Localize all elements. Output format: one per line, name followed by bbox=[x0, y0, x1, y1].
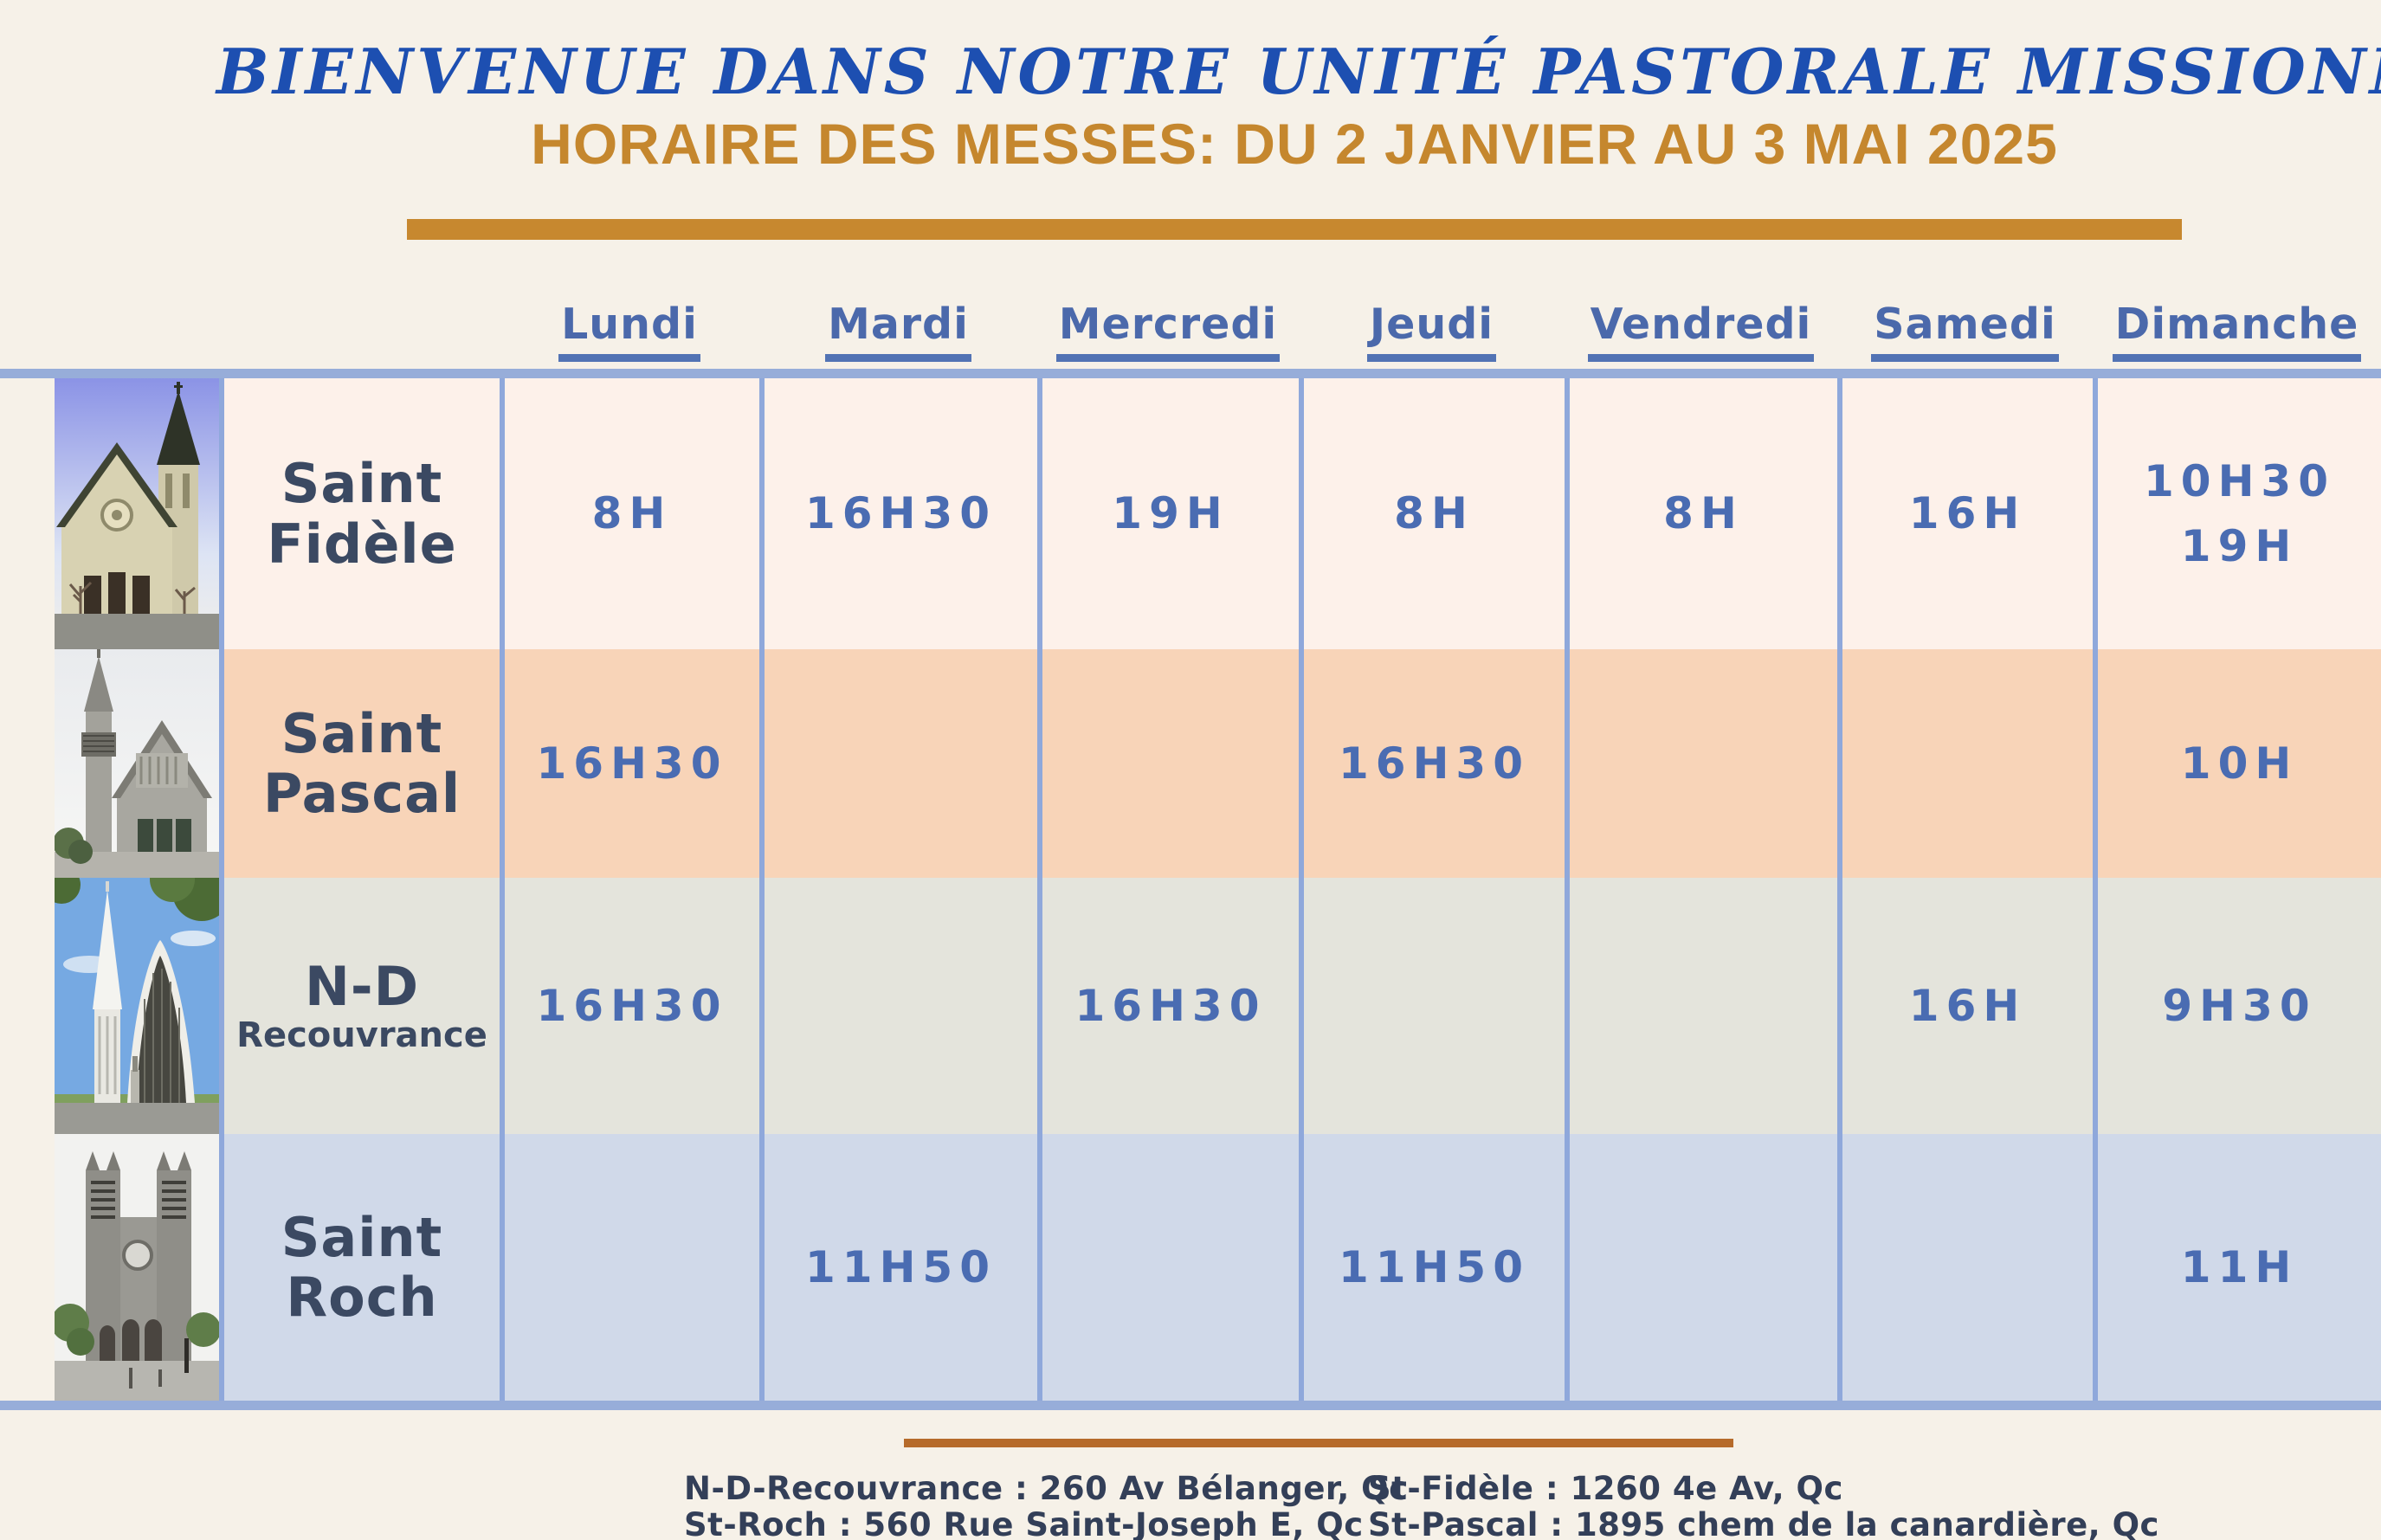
time-cell-fidele-dimanche: 10H30 19H bbox=[2093, 378, 2381, 649]
time-cell-nd-jeudi bbox=[1299, 878, 1565, 1134]
day-header-lundi: Lundi bbox=[500, 286, 759, 369]
time-cell-pascal-lundi: 16H30 bbox=[500, 649, 759, 878]
church-name-cell-nd-recouvrance: N-D Recouvrance bbox=[219, 878, 500, 1134]
time-cell-roch-samedi bbox=[1837, 1134, 2093, 1401]
time-cell-nd-mardi bbox=[759, 878, 1037, 1134]
church-photo-saint-pascal-illustration bbox=[55, 649, 219, 878]
address-st-pascal: St-Pascal : 1895 chem de la canardière, … bbox=[1368, 1506, 2159, 1540]
day-header-samedi: Samedi bbox=[1837, 286, 2093, 369]
footer-divider-rule bbox=[904, 1439, 1733, 1447]
day-label: Dimanche bbox=[2112, 300, 2362, 362]
schedule-table: Saint Fidèle 8H 16H30 19H 8H 8H 16H 10H3… bbox=[0, 378, 2381, 1401]
day-header-vendredi: Vendredi bbox=[1565, 286, 1837, 369]
church-name: Saint Pascal bbox=[262, 701, 461, 825]
time-cell-fidele-mercredi: 19H bbox=[1037, 378, 1299, 649]
time-cell-nd-lundi: 16H30 bbox=[500, 878, 759, 1134]
church-photo-saint-fidele bbox=[55, 378, 219, 649]
time-cell-pascal-vendredi bbox=[1565, 649, 1837, 878]
time-cell-fidele-jeudi: 8H bbox=[1299, 378, 1565, 649]
welcome-title: BIENVENUE DANS NOTRE UNITÉ PASTORALE MIS… bbox=[216, 35, 2381, 108]
day-header-mardi: Mardi bbox=[759, 286, 1037, 369]
church-name: Saint Roch bbox=[281, 1205, 443, 1329]
time-cell-pascal-jeudi: 16H30 bbox=[1299, 649, 1565, 878]
time-cell-fidele-vendredi: 8H bbox=[1565, 378, 1837, 649]
church-name: N-D Recouvrance bbox=[236, 954, 487, 1056]
church-photo-saint-roch bbox=[55, 1134, 219, 1401]
church-photo-nd-recouvrance bbox=[55, 878, 219, 1134]
day-header-jeudi: Jeudi bbox=[1299, 286, 1565, 369]
church-photo-saint-roch-illustration bbox=[55, 1134, 219, 1401]
time-cell-roch-jeudi: 11H50 bbox=[1299, 1134, 1565, 1401]
church-name-cell-saint-fidele: Saint Fidèle bbox=[219, 378, 500, 649]
time-cell-roch-dimanche: 11H bbox=[2093, 1134, 2381, 1401]
time-cell-pascal-mercredi bbox=[1037, 649, 1299, 878]
church-name-cell-saint-roch: Saint Roch bbox=[219, 1134, 500, 1401]
time-cell-nd-dimanche: 9H30 bbox=[2093, 878, 2381, 1134]
time-cell-roch-vendredi bbox=[1565, 1134, 1837, 1401]
church-name: Saint Fidèle bbox=[267, 452, 457, 576]
church-photo-saint-fidele-illustration bbox=[55, 378, 219, 649]
address-st-roch: St-Roch : 560 Rue Saint-Joseph E, Qc bbox=[684, 1506, 1364, 1540]
schedule-title: HORAIRE DES MESSES: DU 2 JANVIER AU 3 MA… bbox=[531, 112, 2058, 176]
table-bottom-border bbox=[0, 1401, 2381, 1410]
time-cell-roch-mardi: 11H50 bbox=[759, 1134, 1037, 1401]
time-cell-nd-vendredi bbox=[1565, 878, 1837, 1134]
time-cell-fidele-mardi: 16H30 bbox=[759, 378, 1037, 649]
time-cell-roch-mercredi bbox=[1037, 1134, 1299, 1401]
day-label: Jeudi bbox=[1366, 300, 1497, 362]
time-cell-fidele-lundi: 8H bbox=[500, 378, 759, 649]
time-cell-pascal-samedi bbox=[1837, 649, 2093, 878]
time-cell-nd-samedi: 16H bbox=[1837, 878, 2093, 1134]
church-photo-saint-pascal bbox=[55, 649, 219, 878]
day-label: Lundi bbox=[558, 300, 700, 362]
church-name-cell-saint-pascal: Saint Pascal bbox=[219, 649, 500, 878]
day-header-dimanche: Dimanche bbox=[2093, 286, 2381, 369]
day-label: Samedi bbox=[1871, 300, 2059, 362]
table-top-border bbox=[0, 369, 2381, 378]
day-label: Mercredi bbox=[1055, 300, 1281, 362]
day-header-row: Lundi Mardi Mercredi Jeudi Vendredi Same… bbox=[0, 286, 2381, 369]
time-cell-pascal-mardi bbox=[759, 649, 1037, 878]
gold-divider-bar bbox=[407, 219, 2182, 240]
address-nd-recouvrance: N-D-Recouvrance : 260 Av Bélanger, Qc bbox=[684, 1470, 1409, 1507]
day-header-mercredi: Mercredi bbox=[1037, 286, 1299, 369]
day-label: Vendredi bbox=[1587, 300, 1815, 362]
time-cell-roch-lundi bbox=[500, 1134, 759, 1401]
time-cell-pascal-dimanche: 10H bbox=[2093, 649, 2381, 878]
day-label: Mardi bbox=[825, 300, 971, 362]
address-st-fidele: St-Fidèle : 1260 4e Av, Qc bbox=[1368, 1470, 1843, 1507]
church-photo-nd-recouvrance-illustration bbox=[55, 878, 219, 1134]
time-cell-fidele-samedi: 16H bbox=[1837, 378, 2093, 649]
time-cell-nd-mercredi: 16H30 bbox=[1037, 878, 1299, 1134]
